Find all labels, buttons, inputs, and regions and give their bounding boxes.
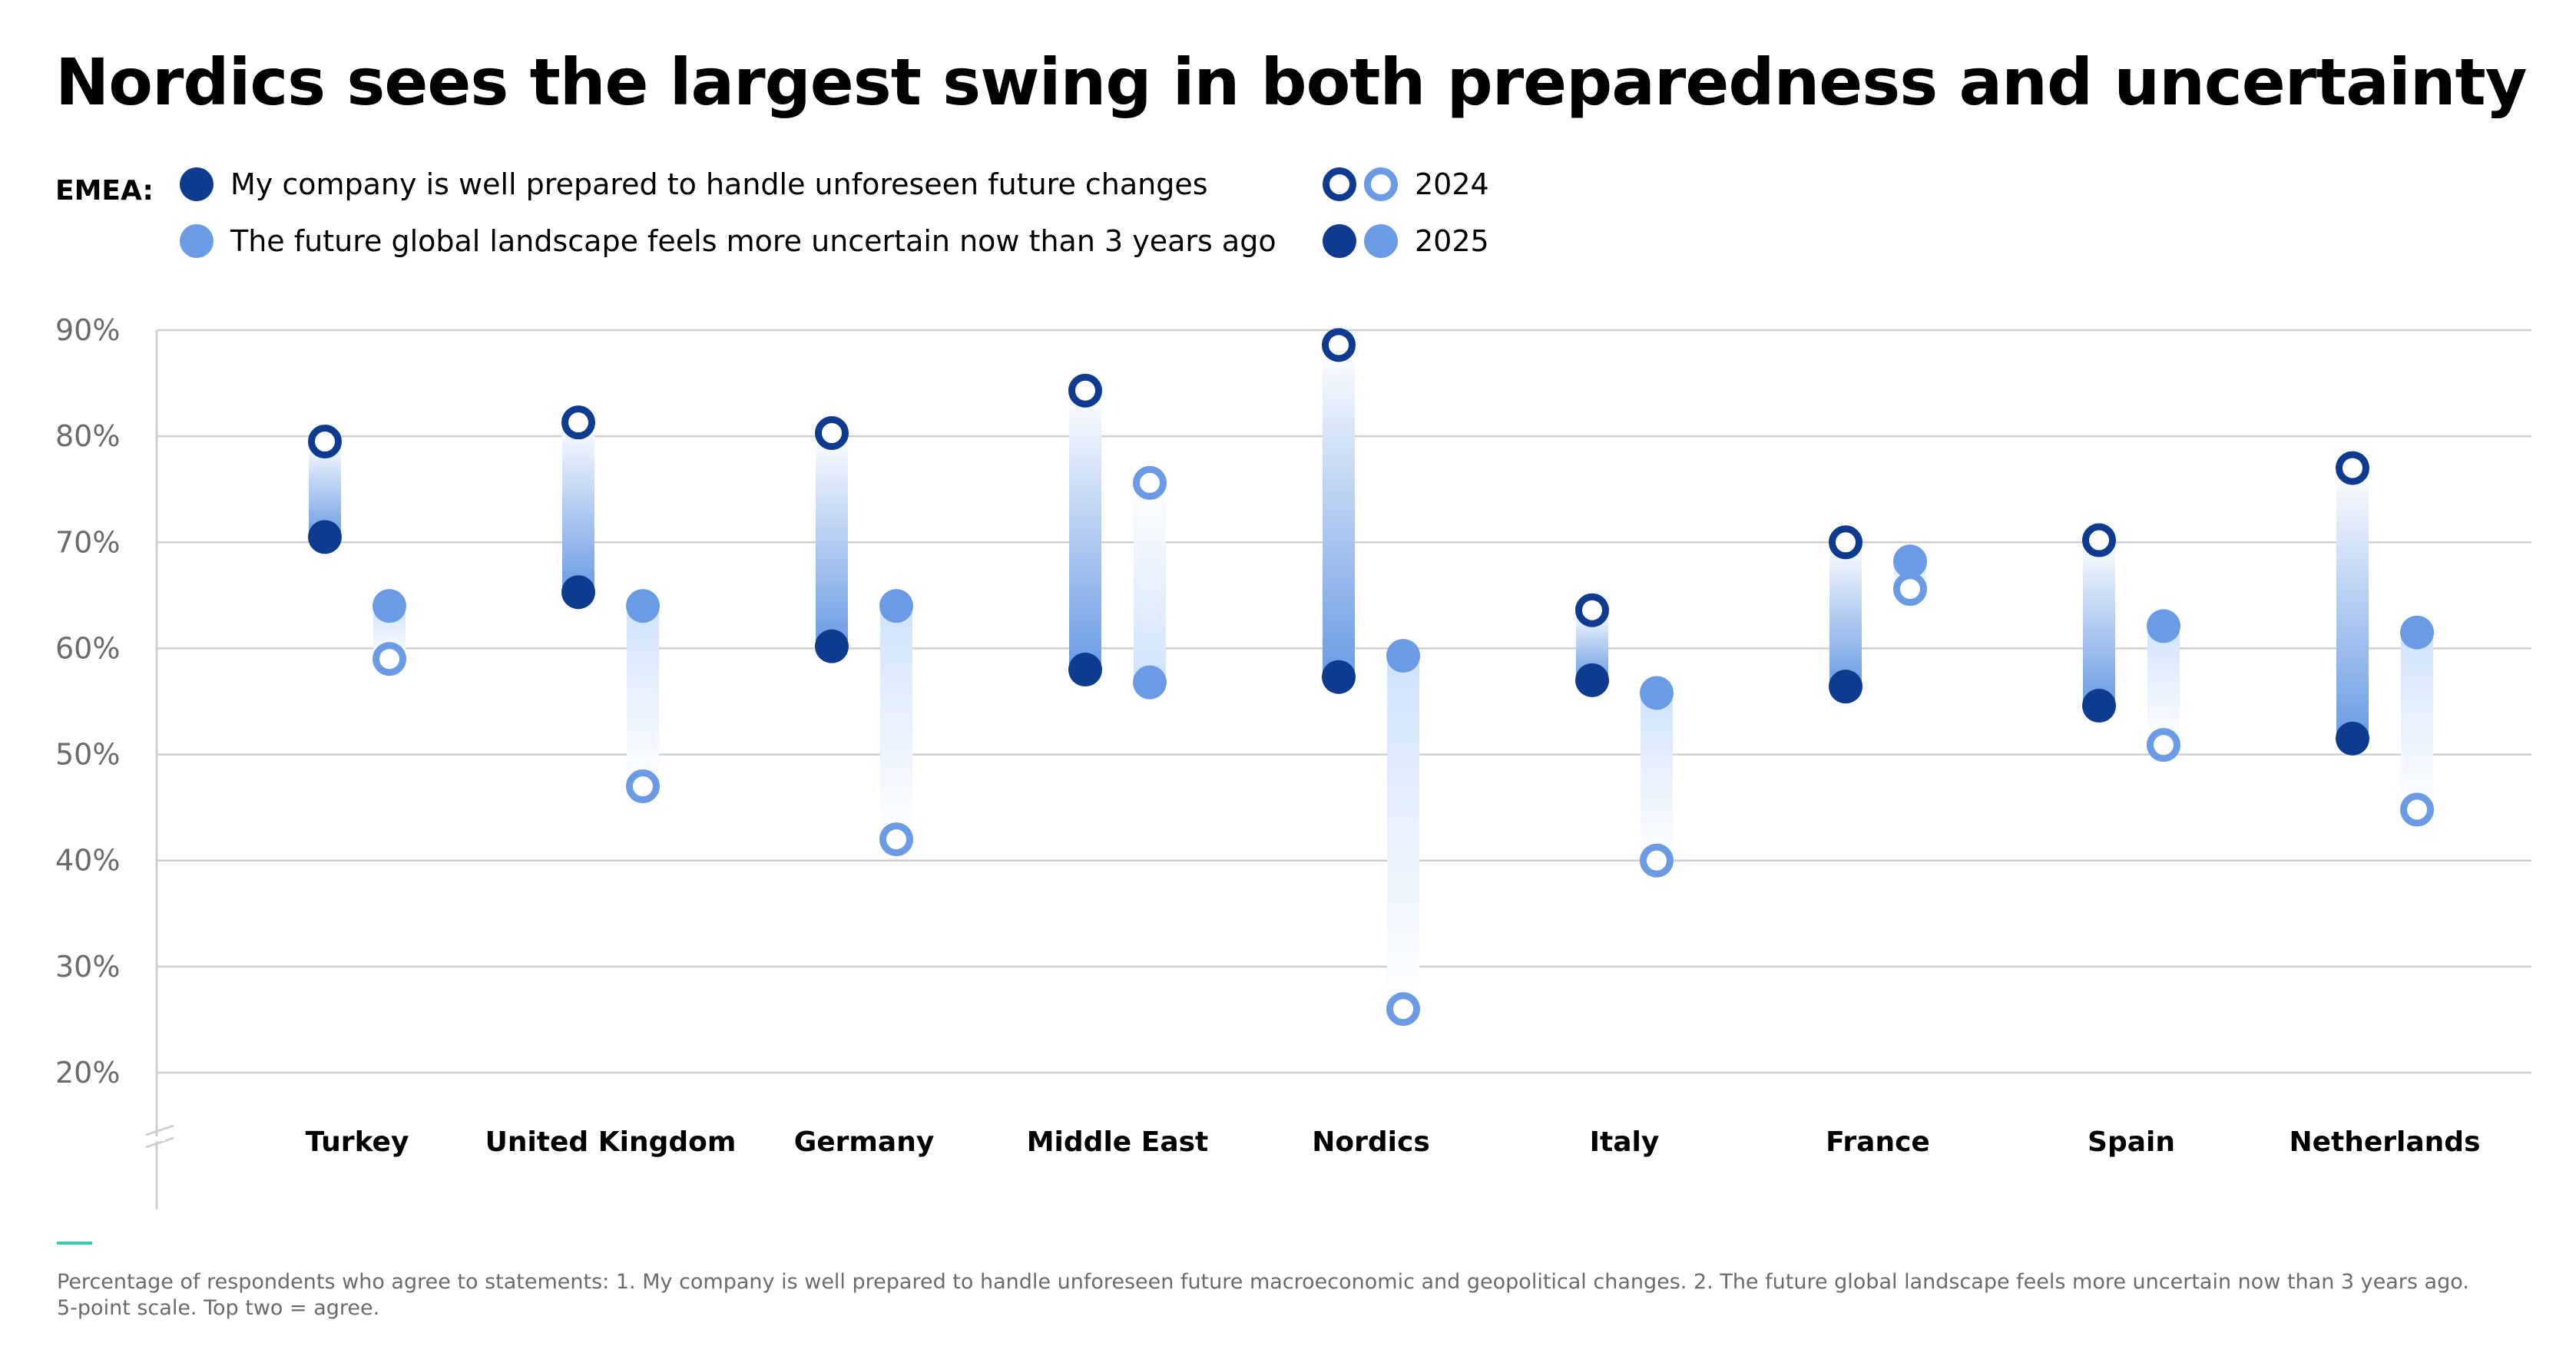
dot-2025-uncertain <box>1640 676 1674 710</box>
axis-break-gap <box>150 1136 165 1141</box>
y-tick-label: 80% <box>55 419 120 453</box>
y-tick-label: 30% <box>55 950 120 984</box>
dot-2025-uncertain <box>372 589 406 623</box>
dot-2024-uncertain <box>1133 465 1167 500</box>
category-group-germany <box>815 415 913 857</box>
dot-2024-uncertain <box>626 769 660 804</box>
category-group-united-kingdom <box>561 405 660 804</box>
dot-2025-prepared <box>2082 689 2116 723</box>
x-tick-label: Spain <box>2088 1126 2175 1158</box>
dot-2025-uncertain <box>2147 609 2180 643</box>
footnote-line-1: Percentage of respondents who agree to s… <box>57 1270 2469 1294</box>
dot-2024-prepared <box>308 425 342 459</box>
category-group-netherlands <box>2336 451 2434 827</box>
legend-year-2025: 2025 <box>1323 224 1489 258</box>
range-bar-uncertain <box>2147 626 2180 746</box>
dot-2025-uncertain <box>1893 544 1927 579</box>
x-tick-label: Middle East <box>1027 1126 1209 1158</box>
category-group-nordics <box>1322 328 1420 1027</box>
dot-2024-uncertain <box>879 822 913 857</box>
category-group-turkey <box>308 425 406 676</box>
category-group-italy <box>1575 593 1674 878</box>
dot-2024-prepared <box>561 405 595 440</box>
y-tick-label: 40% <box>55 844 120 878</box>
y-tick-label: 60% <box>55 631 120 665</box>
legend-year-label-2024: 2024 <box>1415 167 1489 201</box>
x-tick-label: Italy <box>1590 1126 1660 1158</box>
dot-2025-prepared <box>815 629 849 663</box>
range-bar-prepared <box>1323 345 1355 677</box>
dot-2025-prepared <box>561 575 595 610</box>
range-bar-prepared <box>2083 540 2115 706</box>
filled-light-circle-icon <box>1364 224 1398 258</box>
dot-2025-uncertain <box>1133 665 1167 700</box>
x-tick-label: United Kingdom <box>485 1126 737 1158</box>
dot-2025-prepared <box>1829 670 1862 704</box>
x-tick-label: France <box>1826 1126 1930 1158</box>
legend-region-label: EMEA: <box>55 175 154 207</box>
legend-dot-prepared-icon <box>180 167 214 201</box>
dot-2025-uncertain <box>2400 615 2434 650</box>
range-bar-uncertain <box>1134 482 1166 683</box>
dot-2025-uncertain <box>1386 639 1420 673</box>
axis-break-mark <box>145 1136 174 1149</box>
range-bar-prepared <box>1829 542 1862 687</box>
y-tick-label: 20% <box>55 1056 120 1090</box>
range-bar-uncertain <box>1641 693 1673 861</box>
dot-2024-prepared <box>1322 328 1356 362</box>
range-bar-prepared <box>1069 390 1101 670</box>
legend-year-2024: 2024 <box>1323 167 1489 201</box>
dot-2024-prepared <box>1829 525 1862 560</box>
range-bar-uncertain <box>880 606 912 840</box>
y-tick-label: 70% <box>55 525 120 559</box>
dot-2025-prepared <box>2336 721 2369 756</box>
range-bar-uncertain <box>627 606 659 787</box>
dot-2024-uncertain <box>1640 843 1674 878</box>
dot-2025-uncertain <box>879 589 913 623</box>
range-bar-uncertain <box>1387 656 1419 1010</box>
legend-label-uncertain: The future global landscape feels more u… <box>230 224 1276 258</box>
dot-2024-prepared <box>2336 451 2369 485</box>
dot-2024-prepared <box>2082 523 2116 557</box>
x-tick-label: Nordics <box>1312 1126 1430 1158</box>
hollow-dark-circle-icon <box>1323 167 1356 201</box>
accent-line <box>57 1242 92 1245</box>
dot-2025-prepared <box>1575 663 1609 697</box>
dot-2025-uncertain <box>626 589 660 623</box>
range-bar-prepared <box>562 422 594 593</box>
x-tick-label: Turkey <box>306 1126 409 1158</box>
dot-2024-uncertain <box>2400 792 2434 827</box>
dot-2025-prepared <box>1322 660 1356 694</box>
dot-2024-uncertain <box>1386 992 1420 1027</box>
dot-2024-uncertain <box>1893 572 1927 607</box>
legend-item-uncertain: The future global landscape feels more u… <box>180 224 1276 258</box>
chart-title: Nordics sees the largest swing in both p… <box>55 45 2527 120</box>
y-tick-label: 50% <box>55 738 120 772</box>
legend-item-prepared: My company is well prepared to handle un… <box>180 167 1208 201</box>
category-group-spain <box>2082 523 2180 762</box>
dot-2025-prepared <box>308 520 342 554</box>
hollow-light-circle-icon <box>1364 167 1398 201</box>
dot-2025-prepared <box>1068 653 1102 687</box>
category-group-middle-east <box>1068 373 1167 700</box>
legend-year-label-2025: 2025 <box>1415 224 1489 258</box>
range-bar-prepared <box>816 432 848 647</box>
legend-label-prepared: My company is well prepared to handle un… <box>230 167 1208 201</box>
dot-2024-prepared <box>815 415 849 450</box>
x-tick-label: Germany <box>794 1126 935 1158</box>
category-group-france <box>1829 525 1927 704</box>
legend-dot-uncertain-icon <box>180 224 214 258</box>
range-bar-uncertain <box>2401 632 2433 810</box>
range-bar-prepared <box>2336 468 2369 739</box>
filled-dark-circle-icon <box>1323 224 1356 258</box>
dot-2024-uncertain <box>372 642 406 676</box>
axis-break-mark <box>145 1124 174 1136</box>
dot-2024-prepared <box>1068 373 1102 408</box>
dot-2024-prepared <box>1575 593 1609 627</box>
x-tick-label: Netherlands <box>2289 1126 2480 1158</box>
footnote-line-2: 5-point scale. Top two = agree. <box>57 1296 380 1320</box>
dot-2024-uncertain <box>2147 728 2180 762</box>
y-tick-label: 90% <box>55 313 120 347</box>
